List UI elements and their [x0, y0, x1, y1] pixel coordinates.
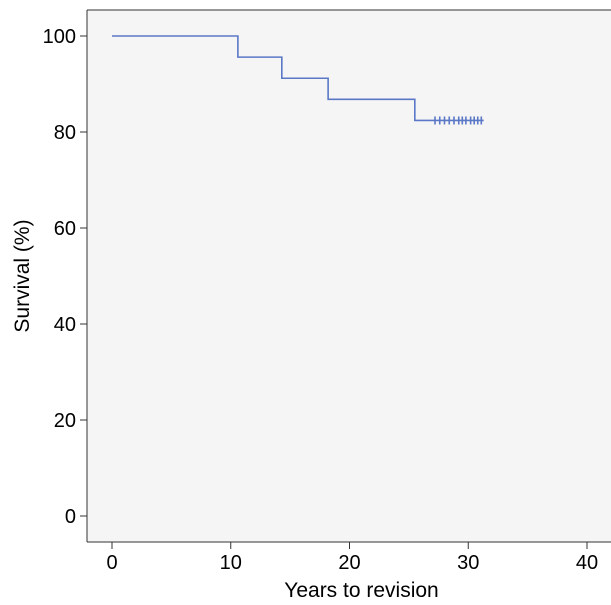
x-axis-title: Years to revision — [284, 579, 438, 600]
x-tick-label: 30 — [457, 552, 479, 574]
series-layer — [112, 35, 484, 125]
plot-area — [87, 10, 611, 542]
y-tick-label: 40 — [54, 314, 76, 336]
y-tick-label: 0 — [65, 506, 76, 528]
survival-curve — [112, 35, 484, 122]
y-axis-title: Survival (%) — [11, 219, 34, 332]
y-tick-label: 60 — [54, 218, 76, 240]
x-tick-label: 20 — [338, 552, 360, 574]
axis-layer: 0 20 40 60 80 100 0 10 20 30 40 — [43, 9, 611, 574]
x-tick-label: 40 — [576, 552, 598, 574]
y-tick-label: 20 — [54, 410, 76, 432]
y-tick-label: 100 — [43, 26, 76, 48]
x-tick-label: 0 — [106, 552, 117, 574]
y-tick-label: 80 — [54, 122, 76, 144]
x-tick-label: 10 — [220, 552, 242, 574]
